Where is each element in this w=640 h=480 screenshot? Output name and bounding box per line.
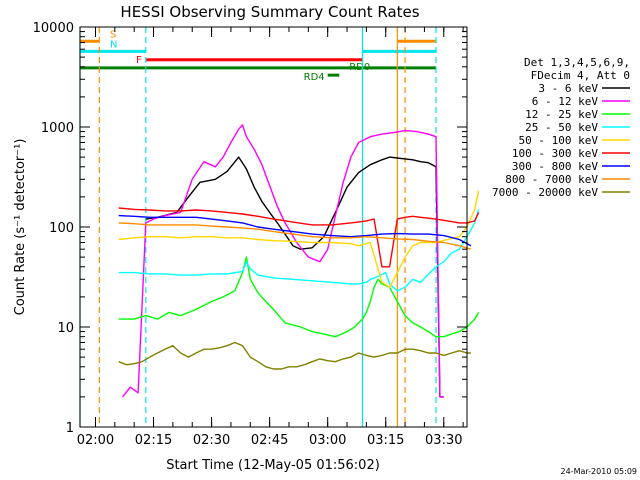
chart-title: HESSI Observing Summary Count Rates — [120, 3, 419, 21]
series-line — [145, 156, 444, 398]
legend-entry-label: 6 - 12 keV — [532, 95, 599, 108]
legend-entry-label: 25 - 50 keV — [525, 121, 598, 134]
y-tick-label: 10000 — [33, 21, 74, 36]
series-layer — [118, 124, 480, 398]
legend-entry-label: 7000 - 20000 keV — [492, 186, 598, 199]
legend-entry-label: 12 - 25 keV — [525, 108, 598, 121]
series-line — [118, 341, 471, 370]
flag-label: S — [110, 29, 116, 40]
legend-entry-label: 50 - 100 keV — [519, 134, 599, 147]
y-axis: 1 10 100 1000 10000 — [33, 21, 467, 436]
vertical-markers-layer — [79, 27, 437, 427]
flag-label: N — [110, 39, 117, 50]
flag-label: F — [136, 55, 142, 66]
legend-header: FDecim 4, Att 0 — [531, 69, 630, 82]
x-tick-label: 02:15 — [135, 433, 172, 448]
legend-entry-label: 3 - 6 keV — [538, 82, 598, 95]
flag-label: RD0 — [349, 62, 370, 73]
x-tick-label: 02:45 — [251, 433, 288, 448]
x-axis-label: Start Time (12-May-05 01:56:02) — [166, 458, 380, 473]
footer-stamp: 24-Mar-2010 05:09 — [561, 467, 638, 476]
series-line — [118, 214, 472, 247]
x-tick-label: 03:00 — [309, 433, 346, 448]
x-tick-label: 03:30 — [425, 433, 462, 448]
y-tick-label: 1000 — [41, 121, 74, 136]
x-axis: 02:00 02:15 02:30 02:45 03:00 03:15 03:30 — [77, 27, 464, 448]
x-tick-label: 02:00 — [77, 433, 114, 448]
series-line — [118, 256, 480, 338]
series-line — [118, 209, 480, 292]
legend-entry-label: 300 - 800 keV — [512, 160, 598, 173]
series-line — [118, 207, 480, 268]
plot-frame — [79, 26, 468, 428]
x-tick-label: 02:30 — [193, 433, 230, 448]
series-line — [122, 124, 444, 398]
legend: Det 1,3,4,5,6,9,FDecim 4, Att 03 - 6 keV… — [492, 56, 630, 199]
flag-label: RD4 — [304, 72, 325, 83]
flag-bars-layer: SN F RD0 RD4 — [80, 29, 437, 83]
legend-entry-label: 800 - 7000 keV — [505, 173, 598, 186]
y-axis-label: Count Rate (s⁻¹ detector⁻¹) — [13, 139, 28, 316]
legend-header: Det 1,3,4,5,6,9, — [524, 56, 630, 69]
y-tick-label: 1 — [66, 421, 74, 436]
y-tick-label: 100 — [49, 221, 74, 236]
series-line — [118, 222, 472, 250]
x-tick-label: 03:15 — [367, 433, 404, 448]
legend-entry-label: 100 - 300 keV — [512, 147, 598, 160]
series-line — [118, 190, 480, 288]
y-tick-label: 10 — [57, 321, 74, 336]
